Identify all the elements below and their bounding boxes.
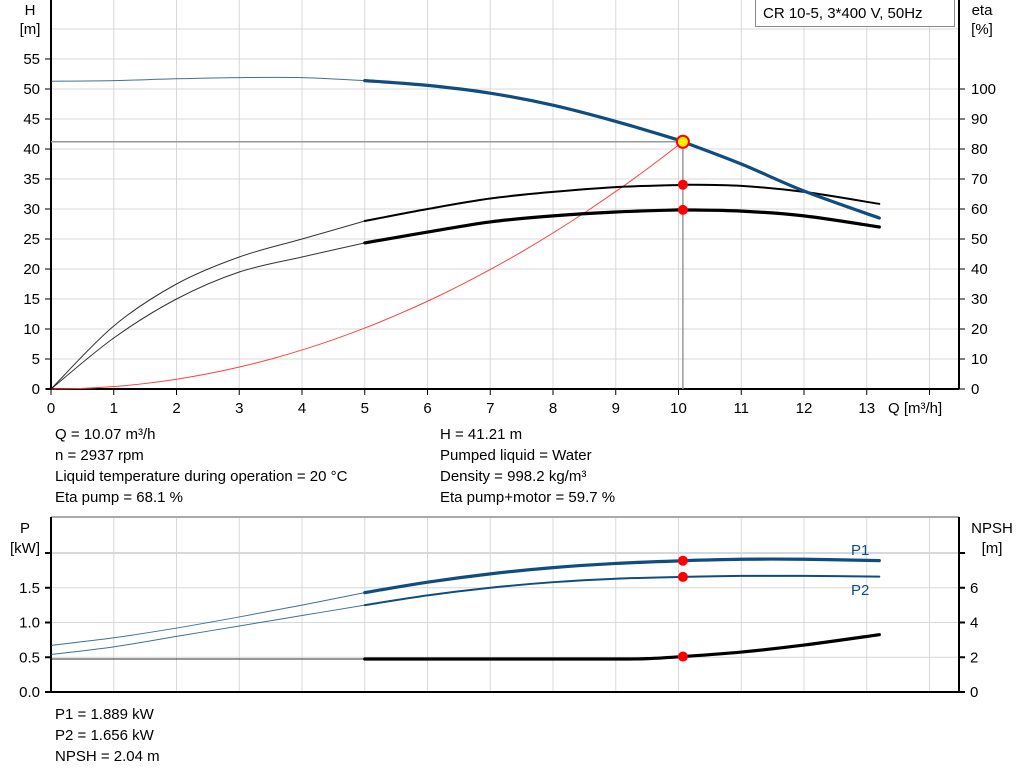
y-left-tick-label: 5 [32, 351, 40, 368]
info-liquid: Pumped liquid = Water [440, 447, 592, 464]
y-left-tick-label: 20 [23, 261, 40, 278]
eta-pump-motor-marker [677, 204, 688, 215]
y-right-tick-label: 30 [971, 291, 988, 308]
info-eta-pump: Eta pump = 68.1 % [55, 489, 183, 506]
eta-pump-curve-thick-segment [363, 183, 881, 222]
y-right-tick-label: 80 [971, 141, 988, 158]
info-speed: n = 2937 rpm [55, 447, 144, 464]
info-temperature: Liquid temperature during operation = 20… [55, 468, 348, 485]
p1-marker [677, 555, 688, 566]
y-left-tick-label: 40 [23, 141, 40, 158]
eta-pump-motor-curve-thick-segment [363, 208, 881, 245]
y-right-tick-label: 60 [971, 201, 988, 218]
y-left-tick-label: 35 [23, 171, 40, 188]
x-tick-label: 0 [47, 400, 55, 417]
x-tick-label: 9 [612, 400, 620, 417]
duty-point-marker [675, 134, 690, 149]
y-right-tick-label: 50 [971, 231, 988, 248]
y-right-label-name: eta [972, 2, 994, 19]
y-left-tick-label: 50 [23, 81, 40, 98]
y-left-tick-label: 25 [23, 231, 40, 248]
x-tick-label: 6 [423, 400, 431, 417]
x-tick-label: 5 [361, 400, 369, 417]
info-p2: P2 = 1.656 kW [55, 727, 154, 744]
y-right-tick-label: 10 [971, 351, 988, 368]
y-left-tick-label: 0 [32, 381, 40, 398]
y-left-label-unit: [kW] [10, 540, 40, 557]
y-right-tick-label: 70 [971, 171, 988, 188]
head-curve-thick-segment [363, 79, 881, 220]
y-right-tick-label: 100 [971, 81, 996, 98]
x-tick-label: 7 [486, 400, 494, 417]
y-left-tick-label: 15 [23, 291, 40, 308]
y-right-tick-label: 90 [971, 111, 988, 128]
p2-marker [677, 571, 688, 582]
y-left-label-name: P [20, 520, 30, 537]
pump-title-box: CR 10-5, 3*400 V, 50Hz [755, 0, 955, 27]
p2-curve-thin-segment [50, 604, 365, 655]
p2-curve-thick-segment [363, 574, 881, 607]
x-tick-label: 13 [858, 400, 875, 417]
x-axis-label: Q [m³/h] [888, 400, 942, 417]
x-tick-label: 2 [172, 400, 180, 417]
x-tick-label: 3 [235, 400, 243, 417]
y-right-tick-label: 2 [970, 649, 978, 666]
system-curve [50, 141, 684, 390]
y-right-tick-label: 4 [970, 615, 978, 632]
y-right-tick-label: 6 [970, 580, 978, 597]
info-head: H = 41.21 m [440, 426, 523, 443]
y-left-label-unit: [m] [20, 21, 41, 38]
p1-curve-thick-segment [363, 557, 881, 595]
y-right-tick-label: 40 [971, 261, 988, 278]
y-left-tick-label: 1.5 [19, 580, 40, 597]
eta-pump-motor-curve-thin-segment [50, 242, 365, 390]
y-right-label-unit: [%] [971, 21, 993, 38]
info-p1: P1 = 1.889 kW [55, 706, 154, 723]
y-left-tick-label: 10 [23, 321, 40, 338]
info-eta-pump-motor: Eta pump+motor = 59.7 % [440, 489, 616, 506]
y-left-tick-label: 30 [23, 201, 40, 218]
x-tick-label: 4 [298, 400, 306, 417]
eta-pump-curve-thin-segment [50, 220, 365, 390]
y-left-tick-label: 0.0 [19, 684, 40, 701]
info-left: Q = 10.07 m³/h n = 2937 rpm Liquid tempe… [55, 424, 347, 508]
x-tick-label: 10 [670, 400, 687, 417]
y-left-tick-label: 45 [23, 111, 40, 128]
y-left-tick-label: 55 [23, 51, 40, 68]
x-tick-label: 11 [733, 400, 749, 417]
npsh-curve-thick-segment [363, 633, 881, 661]
p2-series-label: P2 [851, 582, 869, 599]
y-right-tick-label: 0 [971, 381, 979, 398]
info-density: Density = 998.2 kg/m³ [440, 468, 587, 485]
x-tick-label: 1 [110, 400, 118, 417]
info-right: H = 41.21 m Pumped liquid = Water Densit… [440, 424, 615, 508]
y-left-label-name: H [25, 2, 36, 19]
info-npsh: NPSH = 2.04 m [55, 748, 160, 765]
npsh-marker [677, 651, 688, 662]
info-flow: Q = 10.07 m³/h [55, 426, 156, 443]
y-right-tick-label: 20 [971, 321, 988, 338]
x-tick-label: 8 [549, 400, 557, 417]
y-right-label-name: NPSH [971, 520, 1013, 537]
eta-pump-marker [677, 179, 688, 190]
head-curve-thin-segment [50, 76, 365, 82]
y-right-label-unit: [m] [982, 540, 1003, 557]
y-left-tick-label: 0.5 [19, 649, 40, 666]
info-bottom: P1 = 1.889 kW P2 = 1.656 kW NPSH = 2.04 … [55, 704, 160, 767]
p1-curve-thin-segment [50, 592, 365, 646]
y-left-tick-label: 1.0 [19, 615, 40, 632]
p1-series-label: P1 [851, 542, 869, 559]
x-tick-label: 12 [796, 400, 813, 417]
y-right-tick-label: 0 [970, 684, 978, 701]
